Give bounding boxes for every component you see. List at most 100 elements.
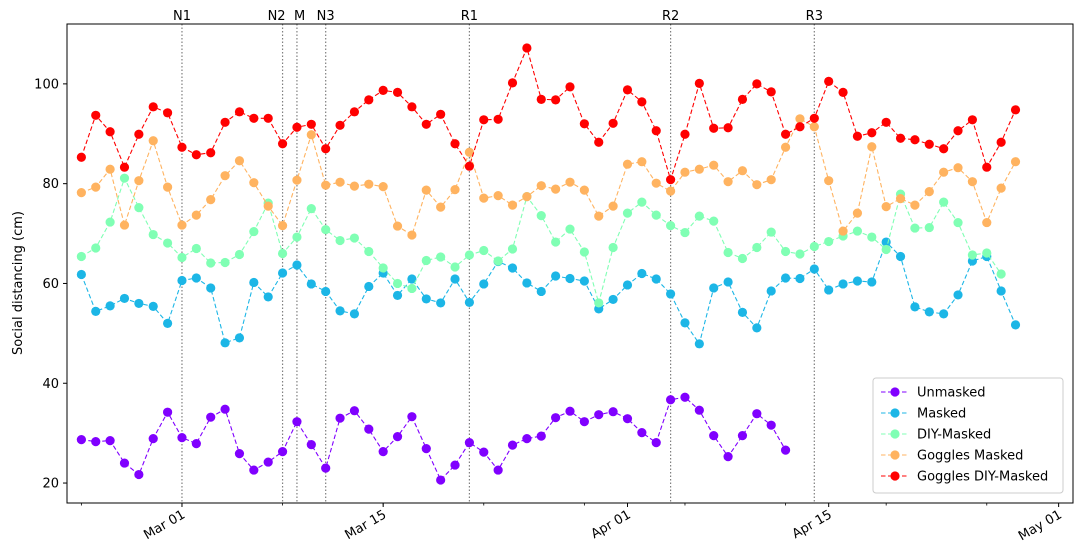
- data-point: [766, 227, 776, 237]
- data-point: [407, 283, 417, 294]
- data-point: [76, 188, 86, 198]
- data-point: [277, 220, 288, 231]
- data-point: [450, 460, 460, 470]
- data-point: [421, 119, 431, 129]
- data-point: [666, 395, 676, 405]
- data-point: [953, 290, 963, 300]
- data-point: [1010, 157, 1021, 167]
- data-point: [306, 119, 316, 129]
- data-point: [752, 409, 762, 419]
- data-point: [450, 274, 460, 284]
- data-point: [134, 129, 144, 139]
- data-point: [464, 161, 474, 171]
- data-point: [335, 120, 345, 130]
- data-point: [637, 428, 647, 438]
- data-point: [939, 144, 949, 154]
- data-point: [666, 186, 676, 196]
- data-point: [349, 309, 360, 319]
- data-point: [895, 251, 906, 262]
- data-point: [191, 273, 201, 283]
- data-point: [148, 229, 158, 240]
- data-point: [522, 43, 532, 53]
- event-label-r3: R3: [806, 9, 823, 24]
- data-point: [536, 94, 546, 104]
- data-point: [666, 289, 676, 299]
- y-tick-label: 40: [42, 377, 59, 392]
- data-point: [464, 438, 474, 448]
- data-point: [76, 435, 86, 445]
- data-point: [694, 211, 704, 221]
- data-point: [407, 412, 417, 422]
- data-point: [622, 280, 633, 290]
- series-layer: [76, 43, 1021, 485]
- data-point: [824, 76, 834, 86]
- data-point: [910, 135, 920, 145]
- data-point: [608, 242, 618, 253]
- data-point: [795, 273, 805, 284]
- data-point: [579, 119, 589, 129]
- data-point: [565, 177, 575, 187]
- data-point: [163, 238, 173, 248]
- data-point: [364, 95, 374, 105]
- data-point: [436, 202, 446, 212]
- data-point: [163, 318, 173, 328]
- data-point: [335, 177, 345, 187]
- data-point: [91, 182, 101, 192]
- data-point: [996, 137, 1006, 147]
- data-point: [1010, 105, 1021, 115]
- data-point: [249, 277, 259, 288]
- data-point: [321, 286, 331, 297]
- data-point: [723, 451, 733, 462]
- data-point: [479, 115, 489, 125]
- data-point: [795, 122, 805, 132]
- legend-swatch-marker: [890, 408, 900, 418]
- data-point: [292, 417, 302, 427]
- data-point: [522, 434, 532, 444]
- plot-frame: [66, 23, 1074, 504]
- data-point: [163, 108, 173, 118]
- data-point: [479, 193, 489, 203]
- data-point: [924, 222, 934, 233]
- data-point: [680, 129, 690, 139]
- data-point: [939, 167, 949, 177]
- data-point: [436, 109, 446, 119]
- data-point: [91, 243, 101, 253]
- event-label-m: M: [294, 9, 305, 24]
- series-goggles-masked: [76, 114, 1021, 240]
- data-point: [622, 159, 633, 169]
- data-point: [709, 123, 719, 133]
- data-point: [105, 127, 115, 137]
- event-label-r1: R1: [461, 9, 478, 24]
- data-point: [982, 248, 992, 258]
- data-point: [421, 294, 431, 304]
- legend-item-goggles-masked: Goggles Masked: [881, 449, 1023, 464]
- data-point: [637, 97, 647, 107]
- data-point: [924, 307, 934, 317]
- data-point: [493, 191, 503, 201]
- data-point: [752, 242, 762, 253]
- data-point: [493, 256, 503, 266]
- data-point: [277, 139, 288, 149]
- data-point: [737, 94, 748, 104]
- event-label-n2: N2: [268, 9, 286, 24]
- data-point: [694, 339, 704, 349]
- data-point: [565, 82, 575, 92]
- data-point: [709, 283, 719, 293]
- data-point: [163, 407, 173, 417]
- series-goggles-diy-masked: [76, 43, 1021, 185]
- data-point: [479, 245, 489, 256]
- data-point: [234, 449, 245, 459]
- data-point: [407, 230, 417, 240]
- data-point: [464, 147, 474, 157]
- legend-swatch-marker: [890, 387, 900, 397]
- data-point: [191, 210, 201, 220]
- data-point: [134, 176, 144, 186]
- data-point: [608, 407, 618, 417]
- data-point: [436, 475, 446, 485]
- data-point: [637, 268, 647, 279]
- data-point: [91, 110, 101, 120]
- data-point: [234, 156, 245, 166]
- data-point: [622, 208, 633, 218]
- data-point: [378, 85, 388, 95]
- data-point: [450, 262, 460, 272]
